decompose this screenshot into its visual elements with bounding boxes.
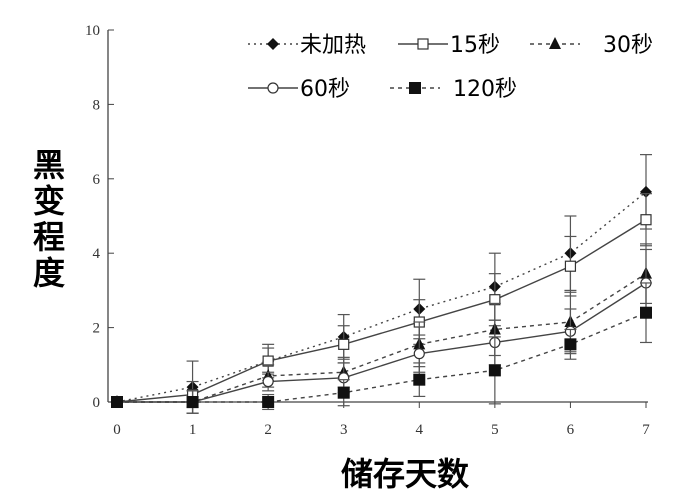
x-tick-label: 5 <box>491 422 499 438</box>
series-line <box>117 282 647 403</box>
legend-item-1: 15秒 <box>398 33 500 58</box>
legend-label: 30秒 <box>603 33 653 58</box>
legend-label: 120秒 <box>453 77 517 102</box>
data-point <box>262 396 275 408</box>
series-line <box>116 191 647 403</box>
legend-item-0: 未加热 <box>248 33 366 58</box>
y-tick-label: 4 <box>93 246 101 262</box>
x-tick-label: 4 <box>416 422 424 438</box>
legend-label: 未加热 <box>300 33 366 58</box>
y-tick-label: 8 <box>93 97 101 113</box>
data-point <box>111 396 123 408</box>
series-line <box>117 273 647 403</box>
series-4 <box>111 282 652 414</box>
data-point <box>338 338 350 350</box>
x-tick-label: 6 <box>567 422 575 438</box>
data-point <box>413 348 425 360</box>
series-line <box>116 219 647 403</box>
x-tick-label: 0 <box>113 422 121 438</box>
data-point <box>640 185 652 198</box>
y-tick-label: 0 <box>93 395 101 411</box>
legend-marker <box>409 82 421 94</box>
legend-label: 15秒 <box>450 33 500 58</box>
data-point <box>186 396 199 408</box>
data-point <box>488 364 501 377</box>
legend-item-3: 60秒 <box>248 77 350 102</box>
data-point <box>413 373 426 386</box>
data-point <box>337 386 350 399</box>
x-tick-label: 7 <box>642 422 650 438</box>
y-axis-label: 黑变程度 <box>28 148 66 292</box>
legend-label: 60秒 <box>300 77 350 102</box>
data-point <box>640 214 652 226</box>
x-axis-label: 储存天数 <box>341 455 470 493</box>
legend-marker <box>417 38 429 50</box>
legend-item-4: 120秒 <box>390 77 517 102</box>
series-group <box>111 154 652 414</box>
data-point <box>262 375 274 388</box>
y-tick-label: 2 <box>93 321 101 337</box>
y-tick-label: 10 <box>85 23 100 39</box>
data-point <box>564 260 577 272</box>
legend-marker <box>549 37 561 49</box>
data-point <box>564 338 577 351</box>
x-tick-label: 1 <box>189 422 197 438</box>
x-tick-label: 3 <box>340 422 348 438</box>
legend: 未加热 15秒 30秒 60秒 120秒 <box>248 33 653 102</box>
y-tick-label: 6 <box>93 172 101 188</box>
data-point <box>640 306 652 319</box>
x-tick-label: 2 <box>264 422 272 438</box>
legend-marker <box>267 38 279 50</box>
series-line <box>117 312 647 403</box>
legend-item-2: 30秒 <box>530 33 653 58</box>
axes: 0 2 4 6 8 10 0 1 2 3 4 5 6 7 <box>85 23 650 438</box>
legend-marker <box>267 82 279 94</box>
